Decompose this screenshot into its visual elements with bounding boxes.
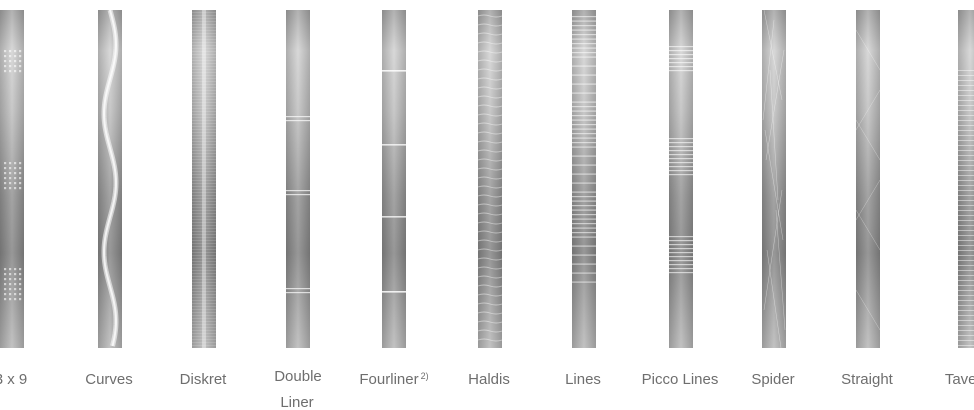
- pattern-swatch: [0, 10, 24, 348]
- pattern-label: Spider: [751, 371, 795, 388]
- pattern-item-straight[interactable]: Straight: [818, 0, 918, 410]
- pattern-item-spider[interactable]: Spider: [724, 0, 824, 410]
- pattern-label: Diskret: [179, 371, 227, 388]
- pattern-swatch: [856, 10, 880, 348]
- pattern-swatch: [958, 10, 974, 348]
- pattern-label: Straight: [841, 371, 893, 388]
- pattern-label: Picco Lines: [641, 371, 719, 388]
- pattern-item-taveno[interactable]: Taveno: [920, 0, 974, 410]
- pattern-swatch: [762, 10, 786, 348]
- pattern-label: Lines: [565, 371, 601, 388]
- pattern-item-3x9[interactable]: 3 x 9: [0, 0, 62, 410]
- pattern-item-haldis[interactable]: Haldis: [440, 0, 540, 410]
- pattern-label: Haldis: [468, 371, 510, 388]
- pattern-item-picco-lines[interactable]: Picco Lines: [631, 0, 731, 410]
- pattern-label: Double Liner: [274, 368, 322, 410]
- pattern-label: Curves: [85, 371, 133, 388]
- pattern-swatch: [382, 10, 406, 348]
- pattern-item-double-liner[interactable]: Double Liner: [248, 0, 348, 410]
- pattern-swatch: [286, 10, 310, 348]
- pattern-label: Taveno: [944, 371, 974, 388]
- pattern-swatch: [98, 10, 122, 348]
- pattern-item-curves[interactable]: Curves: [60, 0, 160, 410]
- pattern-item-diskret[interactable]: Diskret: [154, 0, 254, 410]
- pattern-swatch: [669, 10, 693, 348]
- pattern-swatch: [478, 10, 502, 348]
- pattern-label: Fourliner 2): [359, 371, 429, 388]
- pattern-label: 3 x 9: [0, 371, 28, 388]
- pattern-item-fourliner[interactable]: Fourliner 2): [344, 0, 444, 410]
- pattern-swatch: [192, 10, 216, 348]
- pattern-item-lines[interactable]: Lines: [534, 0, 634, 410]
- pattern-swatch: [572, 10, 596, 348]
